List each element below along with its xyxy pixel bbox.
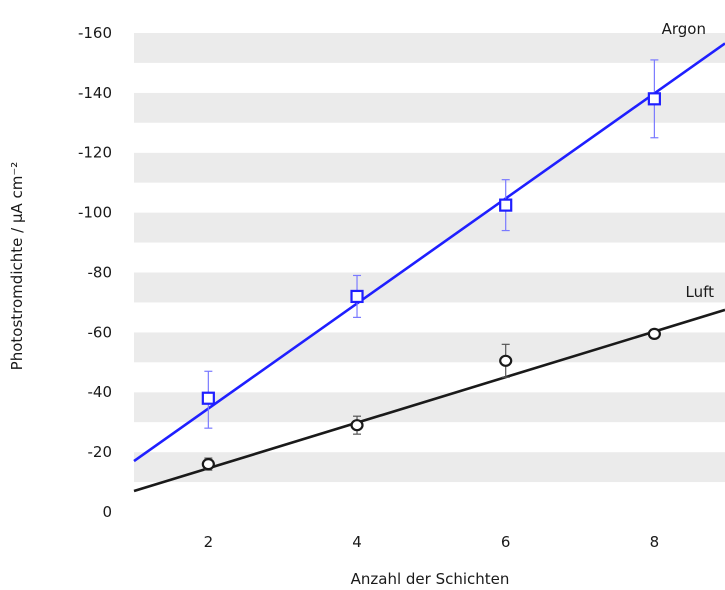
data-point-luft (201, 457, 215, 471)
series-labels: Argon Luft (662, 20, 714, 301)
grid-bands (134, 12, 725, 512)
grid-band (134, 362, 725, 393)
data-point-luft (350, 419, 364, 432)
grid-band (134, 302, 725, 333)
series-label-argon: Argon (662, 20, 706, 38)
y-tick-label: -160 (78, 24, 112, 42)
x-axis-label: Anzahl der Schichten (351, 570, 510, 588)
grid-band (134, 242, 725, 273)
grid-band (134, 212, 725, 243)
data-point-argon (499, 198, 513, 212)
data-point-argon (350, 289, 364, 304)
grid-band (134, 332, 725, 363)
y-tick-label: -100 (78, 204, 112, 222)
y-tick-label: -40 (88, 383, 113, 401)
y-axis-ticks: 0 -20 -40 -60 -80 -100 -120 -140 -160 (78, 24, 112, 521)
data-point-luft (647, 327, 661, 340)
grid-band (134, 62, 725, 93)
grid-band (134, 452, 725, 483)
y-tick-label: -120 (78, 144, 112, 162)
fit-line-luft (133, 308, 725, 493)
grid-band (134, 92, 725, 123)
y-axis-label: Photostromdichte / µA cm⁻² (8, 162, 26, 371)
x-axis-ticks: 2 4 6 8 (204, 533, 660, 551)
y-tick-label: 0 (102, 503, 112, 521)
y-tick-label: -60 (88, 323, 113, 341)
grid-band (134, 12, 725, 33)
series-label-luft: Luft (686, 283, 715, 301)
data-point-argon (647, 92, 661, 106)
y-tick-label: -80 (88, 263, 113, 281)
grid-band (134, 272, 725, 303)
y-tick-label: -20 (88, 443, 113, 461)
x-tick-label: 4 (352, 533, 362, 551)
x-tick-label: 6 (501, 533, 511, 551)
data-markers (201, 92, 661, 471)
data-point-argon (201, 391, 215, 405)
grid-band (134, 122, 725, 153)
grid-band (134, 422, 725, 453)
grid-band (134, 482, 725, 512)
grid-band (134, 152, 725, 183)
data-point-luft (499, 354, 513, 367)
fit-line-argon (133, 42, 725, 463)
x-tick-label: 2 (204, 533, 214, 551)
grid-band (134, 392, 725, 423)
grid-band (134, 32, 725, 63)
y-tick-label: -140 (78, 84, 112, 102)
grid-band (134, 182, 725, 213)
x-tick-label: 8 (650, 533, 660, 551)
fit-lines (133, 42, 725, 493)
